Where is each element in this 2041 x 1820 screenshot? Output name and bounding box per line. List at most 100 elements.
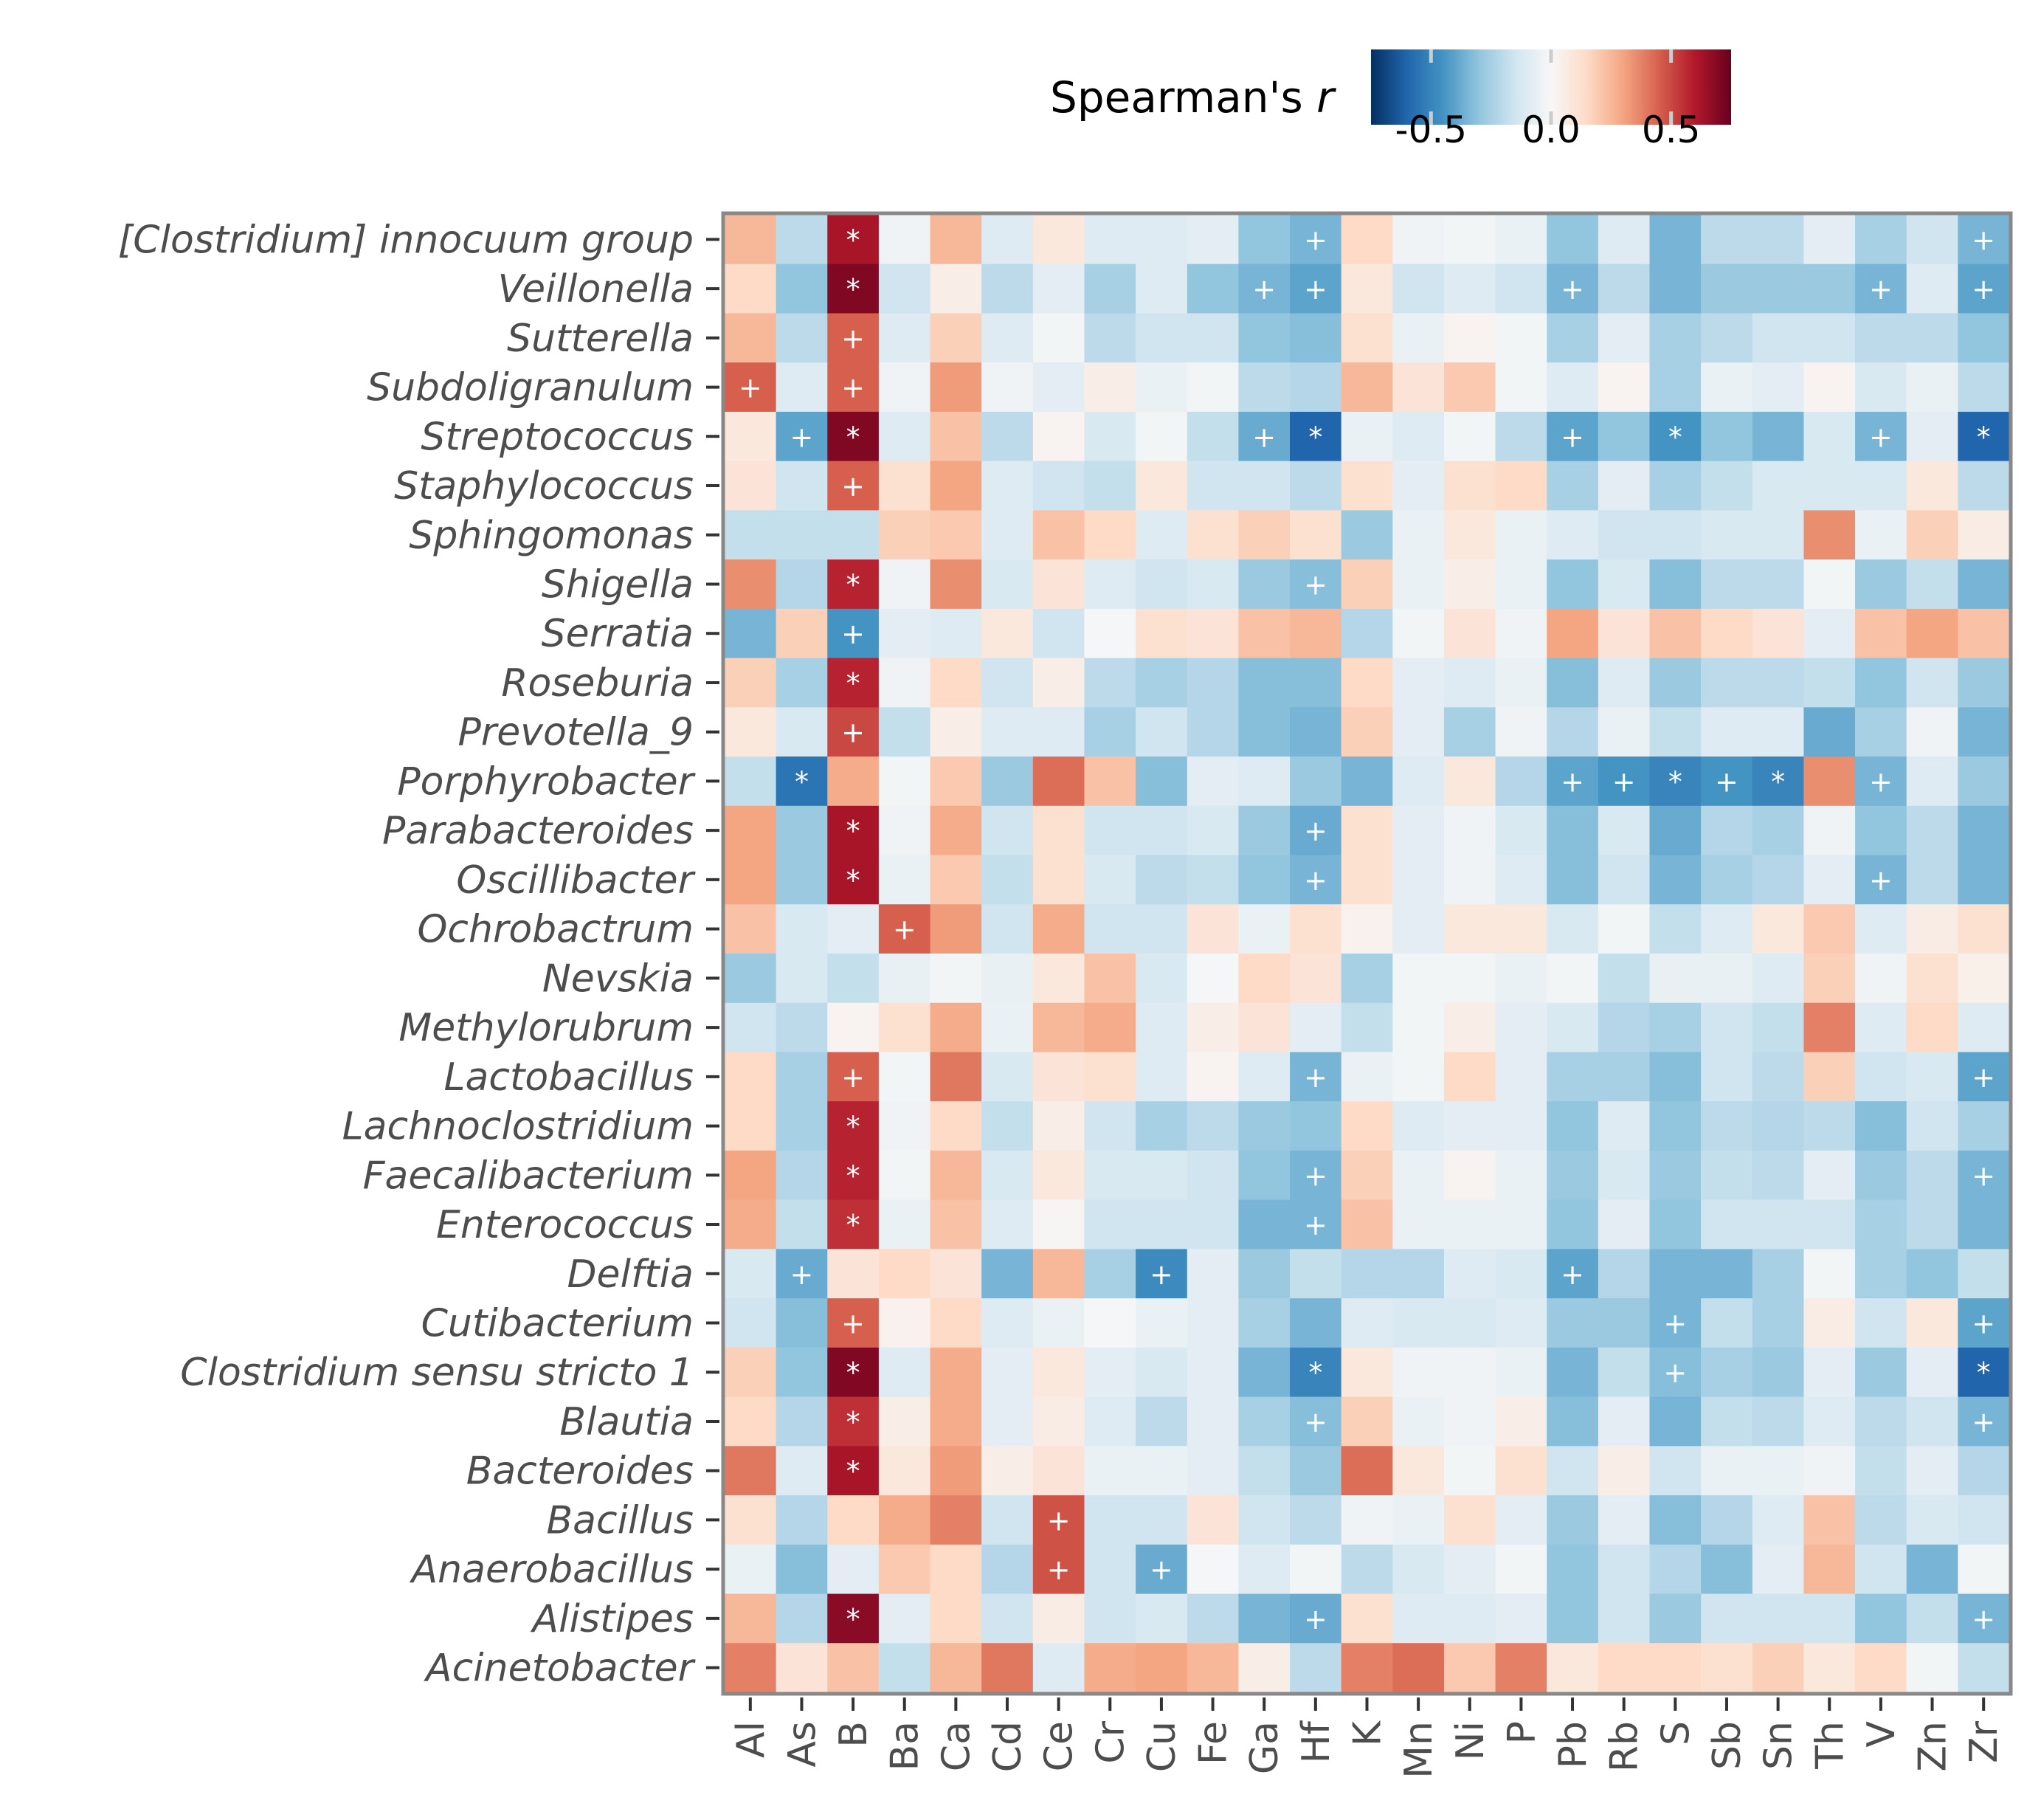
heatmap-cell [827,608,880,659]
x-tick-label: Ni [1448,1721,1493,1760]
heatmap-cell [827,411,880,462]
heatmap-cell [776,313,828,363]
heatmap-cell [1238,1101,1291,1151]
heatmap-cell [827,461,880,511]
y-tick-label: Oscillibacter [456,858,696,903]
heatmap-cell [930,1396,982,1447]
heatmap-cell [981,1101,1034,1151]
heatmap-cell [1958,855,2010,905]
heatmap-cell [1290,1002,1342,1053]
significance-mark: * [846,1455,860,1488]
heatmap-cell [725,1495,777,1545]
heatmap-cell [1598,1002,1651,1053]
heatmap-cell [1906,215,1958,265]
colorbar-tick-label: 0.0 [1522,108,1581,151]
heatmap-cell [1084,1544,1136,1595]
heatmap-cell [981,805,1034,856]
heatmap-cell [981,904,1034,954]
heatmap-cell [1598,1446,1651,1496]
heatmap-cell [1958,1249,2010,1299]
heatmap-cell [1495,559,1547,610]
heatmap-cell [1443,658,1496,708]
heatmap-cell [1290,313,1342,363]
heatmap-cell [1187,1101,1239,1151]
heatmap-cell [1136,904,1188,954]
heatmap-cell [1443,1396,1496,1447]
heatmap-cell [1341,1298,1393,1348]
heatmap-cell [725,1593,777,1644]
heatmap-cell [981,313,1034,363]
significance-mark: + [1869,273,1893,306]
significance-mark: + [1663,1357,1687,1389]
heatmap-cell [1649,756,1702,807]
heatmap-cell [1392,1396,1445,1447]
heatmap-cell [1392,1544,1445,1595]
heatmap-cell [981,559,1034,610]
heatmap-cell [1649,215,1702,265]
heatmap-cell [1290,954,1342,1004]
heatmap-cell [1084,1298,1136,1348]
y-tick-label: Veillonella [498,267,694,311]
heatmap-cell [827,1101,880,1151]
significance-mark: + [1304,1209,1327,1241]
heatmap-cell [725,608,777,659]
heatmap-cell [725,510,777,560]
heatmap-cell [1290,805,1342,856]
heatmap-cell [725,411,777,462]
x-tick-label: Th [1808,1721,1852,1770]
heatmap-cell [1803,215,1856,265]
heatmap-cell [930,1298,982,1348]
heatmap-cell [1803,461,1856,511]
heatmap-cell [1958,1643,2010,1693]
heatmap-cell [1803,1002,1856,1053]
y-tick-label: Sphingomonas [409,514,694,558]
heatmap-cell [878,263,931,314]
significance-mark: + [1972,273,1995,306]
heatmap-cell [1290,263,1342,314]
heatmap-cell [827,954,880,1004]
heatmap-cell [1752,1298,1805,1348]
significance-mark: + [1304,1061,1327,1094]
heatmap-cell [1290,1199,1342,1249]
heatmap-cell [1187,313,1239,363]
heatmap-cell [1649,1396,1702,1447]
heatmap-cell [1752,559,1805,610]
x-tick-label: Ce [1037,1721,1082,1771]
heatmap-cell [1187,510,1239,560]
heatmap-cell [1598,313,1651,363]
heatmap-cell [1906,1643,1958,1693]
heatmap-cell [1495,1002,1547,1053]
heatmap-cell [1032,215,1085,265]
heatmap-cell [1701,1101,1753,1151]
heatmap-cell [1443,1101,1496,1151]
heatmap-cell [725,855,777,905]
heatmap-cell [981,1446,1034,1496]
heatmap-cell [725,1298,777,1348]
heatmap-cell [981,510,1034,560]
heatmap-cell [1598,1495,1651,1545]
heatmap-cell [1752,805,1805,856]
heatmap-cell [930,313,982,363]
heatmap-cell [1495,1495,1547,1545]
heatmap-cell [1958,658,2010,708]
significance-mark: * [846,1603,860,1635]
heatmap-cell [878,559,931,610]
heatmap-cell [1906,805,1958,856]
heatmap-cell [1187,904,1239,954]
heatmap-cell [1598,362,1651,413]
heatmap-cell [1958,461,2010,511]
heatmap-cell [981,1002,1034,1053]
significance-mark: * [846,273,860,306]
heatmap-cell [1032,1150,1085,1201]
heatmap-cell [1803,362,1856,413]
heatmap-cell [1341,362,1393,413]
heatmap-cell [1803,1544,1856,1595]
heatmap-cell [1443,1052,1496,1102]
heatmap-cell [981,1544,1034,1595]
heatmap-cell [1187,1052,1239,1102]
heatmap-cell [1443,756,1496,807]
heatmap-cell [1547,658,1599,708]
significance-mark: + [790,421,814,453]
y-tick-label: Ochrobactrum [417,908,694,952]
significance-mark: + [1150,1258,1173,1291]
